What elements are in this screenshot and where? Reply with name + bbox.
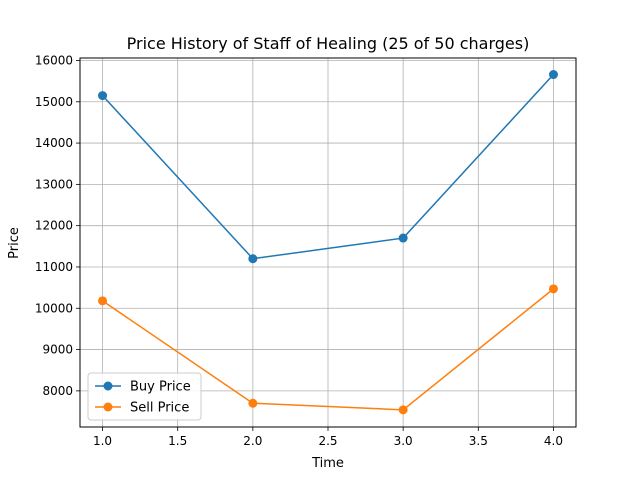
sell-price-point: [98, 296, 108, 306]
y-tick-label: 16000: [35, 53, 73, 67]
y-tick-label: 11000: [35, 260, 73, 274]
sell-price-point: [398, 405, 408, 415]
y-axis-title: Price: [7, 227, 22, 259]
y-tick-label: 15000: [35, 95, 73, 109]
sell-price-point: [248, 398, 258, 408]
buy-price-point: [98, 91, 108, 101]
y-tick-label: 14000: [35, 136, 73, 150]
legend: Buy Price Sell Price: [87, 372, 202, 421]
sell-price-point: [548, 284, 558, 294]
x-tick-label: 4.0: [544, 434, 563, 448]
x-tick-label: 1.5: [168, 434, 187, 448]
x-axis-title: Time: [311, 456, 344, 471]
y-tick-label: 10000: [35, 301, 73, 315]
ticks: 1.0 1.5 2.0 2.5 3.0 3.5 4.0 8000 9000 10000 11000 1…: [35, 53, 563, 448]
x-tick-label: 3.0: [394, 434, 413, 448]
sell-price-line: [102, 288, 554, 411]
y-tick-label: 9000: [42, 343, 73, 357]
buy-price-legend-marker: [103, 381, 113, 391]
buy-price-legend-label: Buy Price: [130, 380, 191, 395]
series-layer: [98, 70, 558, 415]
y-tick-label: 8000: [42, 384, 73, 398]
buy-price-point: [398, 233, 408, 243]
chart-title: Price History of Staff of Healing (25 of…: [127, 34, 530, 53]
sell-price-legend-label: Sell Price: [130, 401, 189, 416]
x-tick-label: 2.5: [318, 434, 337, 448]
legend-box: [87, 372, 202, 421]
buy-price-line: [101, 74, 555, 260]
y-tick-label: 13000: [35, 177, 73, 191]
buy-price-point: [548, 70, 558, 80]
x-tick-label: 3.5: [469, 434, 488, 448]
sell-price-legend-marker: [103, 402, 113, 412]
buy-price-point: [248, 254, 258, 264]
x-tick-label: 2.0: [243, 434, 262, 448]
y-tick-label: 12000: [35, 219, 73, 233]
x-tick-label: 1.0: [93, 434, 112, 448]
